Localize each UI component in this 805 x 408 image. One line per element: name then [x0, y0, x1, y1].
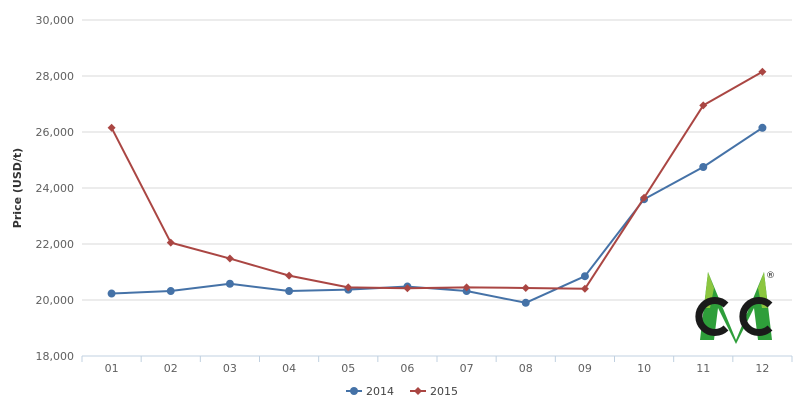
data-point — [699, 101, 708, 110]
data-point — [166, 287, 175, 296]
series-2014 — [107, 123, 767, 307]
cmc-logo: ® — [695, 271, 775, 344]
data-point — [580, 284, 589, 293]
legend-marker — [350, 387, 358, 395]
plot-area — [107, 67, 767, 307]
x-tick-label: 01 — [105, 362, 119, 375]
data-point — [107, 289, 116, 298]
y-tick-label: 30,000 — [36, 14, 75, 27]
logo-c-left — [695, 297, 729, 336]
grid — [82, 19, 792, 301]
data-point — [758, 123, 767, 132]
legend-item-2015[interactable]: 2015 — [410, 385, 458, 398]
logo-c-right — [739, 297, 773, 336]
x-axis: 01 02 03 04 05 06 07 08 09 10 11 12 — [81, 355, 793, 375]
x-tick-label: 02 — [164, 362, 178, 375]
legend[interactable]: 2014 2015 — [346, 385, 458, 398]
data-point — [166, 238, 175, 247]
y-tick-label: 28,000 — [36, 70, 75, 83]
x-tick-label: 08 — [519, 362, 533, 375]
y-tick-label: 22,000 — [36, 238, 75, 251]
x-tick-label: 07 — [460, 362, 474, 375]
series-line — [110, 70, 763, 290]
legend-marker — [414, 387, 422, 395]
data-point — [640, 193, 649, 202]
series-line — [111, 126, 763, 304]
data-point — [107, 123, 116, 132]
x-tick-label: 06 — [400, 362, 414, 375]
data-point — [699, 163, 708, 171]
y-axis-label: Price (USD/t) — [11, 148, 24, 228]
x-tick-label: 12 — [755, 362, 769, 375]
x-tick-label: 11 — [696, 362, 710, 375]
series-2015 — [107, 67, 767, 293]
y-tick-label: 20,000 — [36, 294, 75, 307]
y-axis: 18,000 20,000 22,000 24,000 26,000 28,000 30,0… — [36, 14, 75, 363]
data-point — [344, 283, 353, 292]
legend-label: 2014 — [366, 385, 394, 398]
logo-registered-mark: ® — [766, 271, 775, 281]
data-point — [580, 272, 589, 281]
x-tick-label: 05 — [341, 362, 355, 375]
x-tick-label: 09 — [578, 362, 592, 375]
data-point — [521, 298, 530, 307]
x-tick-label: 04 — [282, 362, 296, 375]
y-tick-label: 24,000 — [36, 182, 75, 195]
data-point — [285, 271, 294, 280]
y-tick-label: 26,000 — [36, 126, 75, 139]
y-tick-label: 18,000 — [36, 350, 75, 363]
data-point — [403, 284, 412, 293]
data-point — [521, 283, 530, 292]
legend-item-2014[interactable]: 2014 — [346, 385, 394, 398]
data-point — [285, 287, 294, 296]
data-point — [225, 254, 234, 263]
x-tick-label: 03 — [223, 362, 237, 375]
data-point — [225, 279, 234, 288]
data-point — [758, 67, 767, 76]
data-point — [462, 283, 471, 292]
x-tick-label: 10 — [637, 362, 651, 375]
legend-label: 2015 — [430, 385, 458, 398]
